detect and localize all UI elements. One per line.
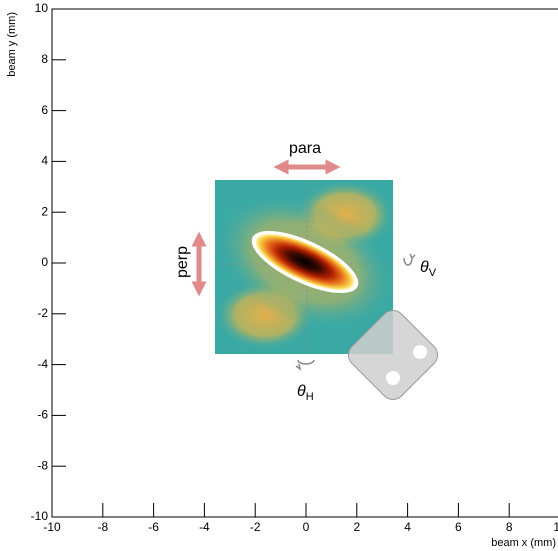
x-tick-label: 0: [303, 520, 310, 534]
y-tick-label: 4: [41, 154, 48, 168]
y-tick-label: 2: [41, 204, 48, 218]
heatmap: [215, 180, 393, 354]
perp-label: perp: [174, 246, 191, 278]
y-tick-label: 6: [41, 103, 48, 117]
para-label: para: [289, 140, 321, 157]
x-tick-label: 2: [353, 520, 360, 534]
x-tick-label: -10: [43, 520, 61, 534]
x-tick-label: -6: [148, 520, 159, 534]
theta-subscript: H: [306, 391, 314, 403]
x-tick-label: 6: [455, 520, 462, 534]
rotation-stage: [347, 309, 439, 401]
y-tick-label: -10: [31, 509, 49, 523]
theta-h-icon: [295, 359, 315, 371]
y-tick-label: -2: [37, 306, 48, 320]
x-tick-label: -4: [199, 520, 210, 534]
y-tick-label: -4: [37, 357, 48, 371]
theta-symbol: θ: [297, 383, 306, 400]
theta-symbol: θ: [420, 259, 429, 276]
y-axis-title: beam y (mm): [6, 12, 18, 77]
theta-v-label: θV: [420, 259, 437, 279]
y-tick-label: 10: [35, 1, 49, 15]
x-tick-label: 10: [553, 520, 558, 534]
x-tick-label: 8: [506, 520, 513, 534]
y-tick-label: 8: [41, 52, 48, 66]
theta-v-icon: [403, 253, 416, 266]
x-tick-label: 4: [404, 520, 411, 534]
y-tick-label: 0: [41, 255, 48, 269]
x-tick-label: -2: [250, 520, 261, 534]
y-tick-label: -6: [37, 408, 48, 422]
theta-h-label: θH: [297, 383, 314, 403]
x-axis-title: beam x (mm): [491, 537, 556, 549]
x-tick-label: -8: [97, 520, 108, 534]
y-tick-label: -8: [37, 458, 48, 472]
theta-subscript: V: [429, 267, 437, 279]
